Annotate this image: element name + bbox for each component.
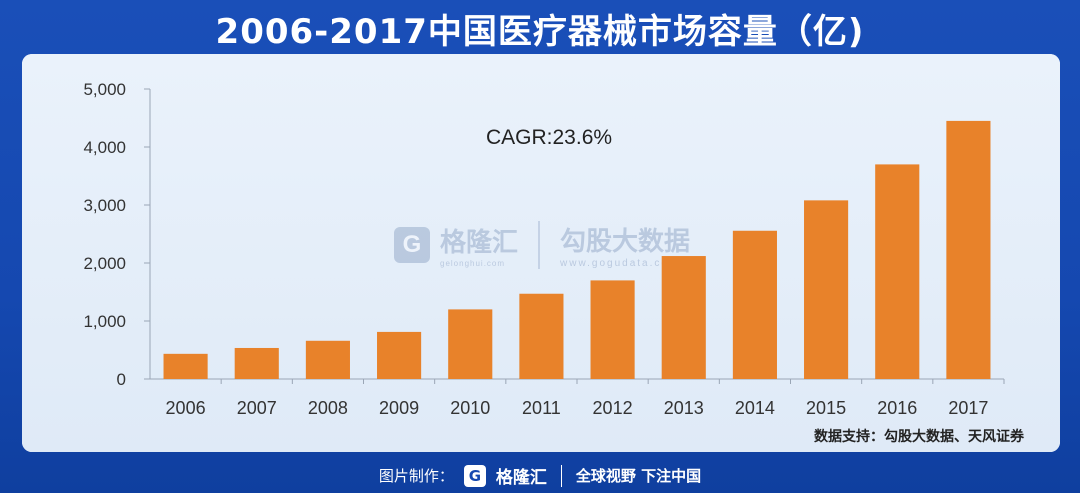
footer-brand: 格隆汇: [495, 468, 547, 488]
footer: 图片制作： G 格隆汇 全球视野 下注中国: [0, 458, 1080, 493]
y-tick-label: 3,000: [83, 196, 126, 215]
footer-divider: [560, 464, 562, 487]
chart-panel: G 格隆汇 gelonghui.com 勾股大数据 www.gogudata.c…: [22, 54, 1060, 452]
footer-logo-icon: G: [463, 464, 486, 487]
x-tick-label: 2009: [379, 398, 419, 418]
x-tick-label: 2013: [664, 398, 704, 418]
cagr-annotation: CAGR:23.6%: [486, 126, 612, 149]
bar: [946, 120, 991, 380]
x-tick-label: 2015: [806, 398, 846, 418]
source-note: 数据支持：勾股大数据、天风证券: [814, 429, 1024, 445]
y-tick-label: 1,000: [83, 312, 126, 331]
x-tick-label: 2008: [308, 398, 348, 418]
bar-chart: 0 1,000 2,000 3,000 4,000 5,000 2006 2007 2008 20…: [83, 80, 1005, 418]
y-tick-label: 2,000: [83, 254, 126, 273]
bar: [234, 347, 279, 379]
bar: [732, 230, 777, 379]
x-tick-label: 2006: [166, 398, 206, 418]
bar: [163, 353, 208, 379]
watermark-url: www.gogudata.com: [560, 258, 680, 269]
bar: [519, 293, 564, 379]
bar: [875, 164, 920, 379]
watermark-right-text: 勾股大数据: [560, 227, 691, 257]
x-tick-label: 2017: [948, 398, 988, 418]
watermark-logo-icon: G: [394, 227, 430, 263]
bar: [590, 280, 635, 379]
y-tick-label: 4,000: [83, 138, 126, 157]
footer-slogan: 全球视野 下注中国: [575, 467, 702, 485]
watermark-brand: 格隆汇: [440, 228, 519, 258]
y-tick-label: 0: [117, 370, 126, 389]
page-title: 2006-2017中国医疗器械市场容量（亿): [215, 12, 865, 52]
x-tick-label: 2011: [522, 398, 561, 418]
bar: [804, 200, 849, 379]
chart-area: G 格隆汇 gelonghui.com 勾股大数据 www.gogudata.c…: [22, 54, 1060, 452]
x-tick-label: 2016: [877, 398, 917, 418]
footer-label: 图片制作：: [378, 467, 454, 485]
bar: [377, 331, 422, 379]
watermark: G 格隆汇 gelonghui.com 勾股大数据 www.gogudata.c…: [394, 221, 690, 269]
y-tick-label: 5,000: [83, 80, 126, 99]
watermark-brand-sub: gelonghui.com: [440, 259, 506, 268]
bar: [661, 256, 706, 379]
watermark-divider: [538, 221, 541, 269]
x-tick-label: 2012: [593, 398, 633, 418]
x-tick-label: 2014: [735, 398, 775, 418]
x-tick-label: 2007: [237, 398, 277, 418]
bar: [305, 340, 350, 379]
x-tick-label: 2010: [450, 398, 490, 418]
bar: [448, 309, 493, 379]
